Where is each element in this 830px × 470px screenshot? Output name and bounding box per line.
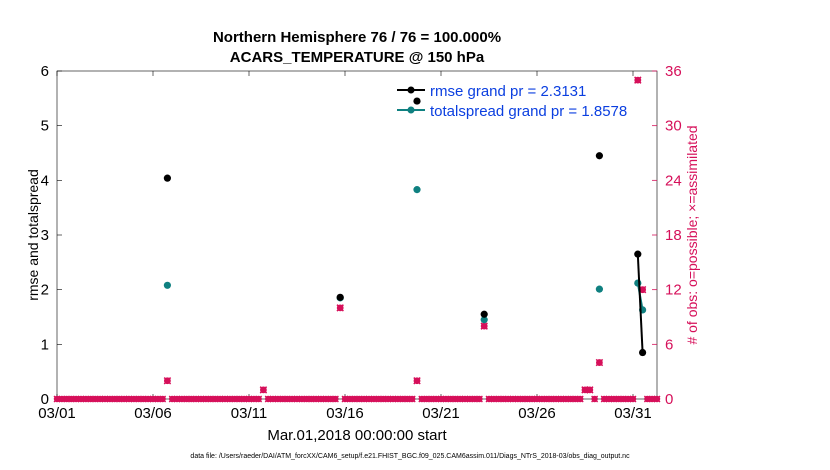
y-axis-right-ticks: 0 6 12 18 24 30 36 bbox=[652, 63, 682, 408]
y-left-tick-label: 4 bbox=[41, 172, 49, 189]
y-left-tick-label: 1 bbox=[41, 336, 49, 353]
y-right-tick-label: 0 bbox=[665, 391, 673, 408]
legend-rmse-marker bbox=[407, 86, 415, 94]
obs-assimilated-point bbox=[259, 386, 268, 394]
rmse-point bbox=[634, 250, 642, 258]
obs-assimilated-point bbox=[634, 76, 642, 84]
rmse-point bbox=[480, 310, 488, 318]
obs-assimilated-point bbox=[586, 386, 594, 394]
rmse-point bbox=[595, 152, 604, 160]
obs-assimilated-point bbox=[475, 395, 483, 403]
plot-area bbox=[56, 70, 658, 400]
x-tick-label: 03/06 bbox=[134, 405, 172, 422]
rmse-point bbox=[336, 293, 344, 301]
totalspread-point bbox=[163, 281, 171, 289]
y-axis-left-ticks: 0 1 2 3 4 5 6 bbox=[41, 63, 62, 408]
x-tick-label: 03/31 bbox=[614, 405, 652, 422]
x-axis-label: Mar.01,2018 00:00:00 start bbox=[267, 427, 447, 444]
x-axis-ticks: 03/01 03/06 03/11 03/16 03/21 03/26 03/31 bbox=[38, 71, 652, 422]
totalspread-point bbox=[595, 285, 604, 293]
obs-assimilated-point bbox=[331, 395, 339, 403]
rmse-point bbox=[163, 174, 171, 182]
y-right-tick-label: 12 bbox=[665, 282, 682, 299]
legend-spread-label: totalspread grand pr = 1.8578 bbox=[430, 103, 627, 120]
obs-assimilated-point bbox=[163, 377, 172, 385]
y-left-tick-label: 2 bbox=[41, 282, 49, 299]
obs-assimilated-point bbox=[595, 358, 604, 367]
obs-assimilated-point bbox=[413, 377, 421, 385]
obs-assimilated-point bbox=[408, 395, 416, 403]
y-left-tick-label: 6 bbox=[41, 63, 49, 80]
obs-assimilated-point bbox=[576, 395, 584, 403]
series-layer bbox=[53, 76, 661, 403]
x-tick-label: 03/11 bbox=[231, 405, 267, 422]
x-tick-label: 03/21 bbox=[422, 405, 460, 422]
obs-assimilated-point bbox=[480, 322, 488, 330]
data-file-footer: data file: /Users/raeder/DAI/ATM_forcXX/… bbox=[190, 453, 630, 460]
totalspread-point bbox=[413, 186, 421, 194]
x-tick-label: 03/16 bbox=[326, 405, 364, 422]
y-right-tick-label: 6 bbox=[665, 336, 673, 353]
obs-assimilated-point bbox=[159, 395, 167, 403]
obs-assimilated-point bbox=[336, 304, 344, 312]
y-right-tick-label: 30 bbox=[665, 118, 682, 135]
x-tick-label: 03/26 bbox=[518, 405, 556, 422]
legend: rmse grand pr = 2.3131 totalspread grand… bbox=[397, 83, 627, 120]
y-right-tick-label: 18 bbox=[665, 227, 682, 244]
rmse-point bbox=[413, 97, 421, 105]
y-right-tick-label: 36 bbox=[665, 63, 682, 80]
y-left-tick-label: 3 bbox=[41, 227, 49, 244]
x-tick-label: 03/01 bbox=[38, 405, 76, 422]
totalspread-point bbox=[480, 316, 488, 324]
legend-spread-marker bbox=[407, 106, 415, 114]
obs-assimilated-point bbox=[653, 395, 661, 403]
obs-assimilated-point bbox=[255, 395, 263, 403]
rmse-point bbox=[639, 348, 647, 357]
y-left-tick-label: 5 bbox=[41, 118, 49, 135]
obs-assimilated-point bbox=[591, 395, 599, 403]
chart-title-line1: Northern Hemisphere 76 / 76 = 100.000% bbox=[213, 29, 501, 46]
y-axis-left-label: rmse and totalspread bbox=[25, 169, 41, 301]
legend-rmse-label: rmse grand pr = 2.3131 bbox=[430, 83, 586, 100]
y-right-tick-label: 24 bbox=[665, 172, 682, 189]
rmse-line bbox=[636, 254, 644, 353]
y-left-tick-label: 0 bbox=[41, 391, 49, 408]
chart-title-line2: ACARS_TEMPERATURE @ 150 hPa bbox=[230, 49, 485, 66]
obs-assimilated-point bbox=[629, 395, 637, 403]
y-axis-right-label: # of obs: o=possible; ×=assimilated bbox=[684, 125, 700, 344]
